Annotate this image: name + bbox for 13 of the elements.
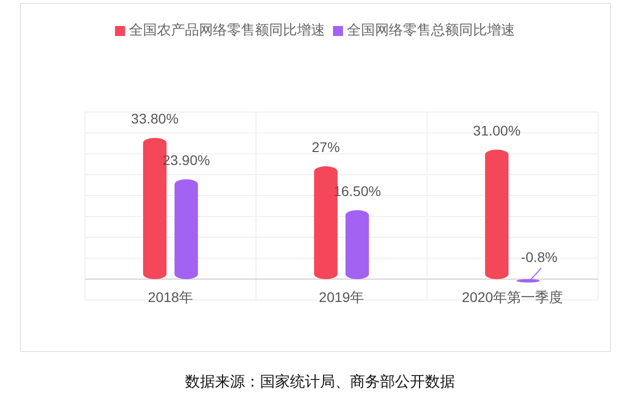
- x-tick-label: 2019年: [318, 288, 364, 305]
- x-tick-label: 2018年: [148, 288, 194, 305]
- bar: [174, 179, 198, 280]
- bar: [485, 150, 508, 280]
- data-label: 33.80%: [131, 110, 179, 127]
- data-label: 31.00%: [473, 122, 521, 138]
- legend-label: 全国网络零售总额同比增速: [347, 22, 515, 38]
- data-label: -0.8%: [520, 248, 558, 265]
- x-tick-label: 2020年第一季度: [462, 288, 564, 305]
- data-label: 27%: [312, 139, 340, 156]
- source-note: 数据来源：国家统计局、商务部公开数据: [185, 373, 455, 390]
- bar: [346, 210, 369, 280]
- legend-label: 全国农产品网络零售额同比增速: [129, 22, 325, 38]
